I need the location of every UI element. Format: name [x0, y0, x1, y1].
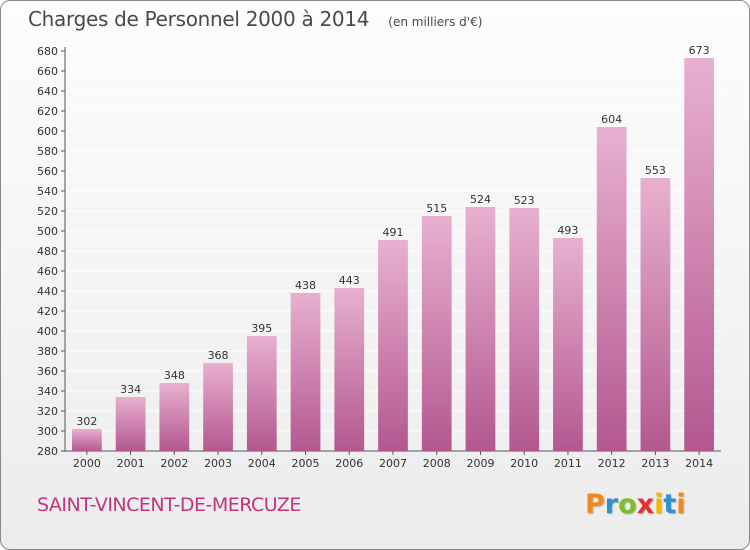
x-tick-label: 2005 [292, 457, 320, 470]
data-label: 524 [470, 193, 491, 206]
y-tick-label: 440 [37, 285, 58, 298]
x-tick-label: 2013 [641, 457, 669, 470]
y-tick-label: 500 [37, 225, 58, 238]
y-tick-label: 620 [37, 105, 58, 118]
y-tick-label: 460 [37, 265, 58, 278]
bar [246, 336, 277, 451]
y-tick-label: 320 [37, 405, 58, 418]
logo-letter: t [663, 489, 677, 520]
chart-unit: (en milliers d'€) [388, 15, 483, 29]
logo-letter: i [654, 489, 664, 520]
bar [421, 216, 452, 451]
data-label: 673 [689, 44, 710, 57]
y-tick-label: 680 [37, 45, 58, 58]
bar [203, 363, 233, 451]
y-tick-label: 280 [37, 445, 58, 458]
bar [640, 178, 671, 451]
bar [465, 207, 496, 451]
x-tick-label: 2000 [73, 457, 101, 470]
data-label: 395 [251, 322, 272, 335]
y-tick-label: 640 [37, 85, 58, 98]
bar [553, 238, 583, 451]
x-tick-label: 2006 [335, 457, 363, 470]
data-label: 515 [426, 202, 447, 215]
data-label: 604 [601, 113, 622, 126]
logo-letter: r [604, 489, 619, 520]
bars [71, 58, 715, 451]
data-label: 523 [514, 194, 535, 207]
data-label: 493 [557, 224, 578, 237]
chart-title: Charges de Personnel 2000 à 2014 [28, 7, 370, 31]
commune-name: SAINT-VINCENT-DE-MERCUZE [37, 494, 301, 516]
x-tick-label: 2014 [685, 457, 713, 470]
x-tick-label: 2010 [510, 457, 538, 470]
x-tick-label: 2003 [204, 457, 232, 470]
bar [509, 208, 540, 451]
y-tick-label: 520 [37, 205, 58, 218]
y-tick-label: 580 [37, 145, 58, 158]
x-tick-label: 2001 [117, 457, 145, 470]
y-tick-label: 660 [37, 65, 58, 78]
logo-letter: o [618, 489, 637, 520]
x-tick-label: 2002 [160, 457, 188, 470]
y-tick-label: 560 [37, 165, 58, 178]
bar [159, 383, 190, 451]
x-tick-label: 2011 [554, 457, 582, 470]
y-tick-label: 400 [37, 325, 58, 338]
data-label: 491 [383, 226, 404, 239]
y-tick-label: 340 [37, 385, 58, 398]
x-tick-label: 2012 [598, 457, 626, 470]
data-label: 348 [164, 369, 185, 382]
logo-letter: P [585, 489, 605, 520]
bar [115, 397, 146, 451]
y-tick-label: 380 [37, 345, 58, 358]
bar [334, 288, 365, 451]
bar [378, 240, 408, 451]
data-label: 438 [295, 279, 316, 292]
proxiti-logo: Proxiti [585, 489, 686, 520]
bar [71, 429, 102, 451]
data-label: 368 [208, 349, 229, 362]
title-row: Charges de Personnel 2000 à 2014 (en mil… [28, 7, 482, 31]
y-tick-label: 480 [37, 245, 58, 258]
y-tick-label: 420 [37, 305, 58, 318]
bar [684, 58, 715, 451]
labels: 2000 302 2001 334 2002 348 2003 368 2004 395 2005 4… [73, 44, 713, 470]
bar [290, 293, 321, 451]
x-tick-label: 2004 [248, 457, 276, 470]
y-tick-label: 540 [37, 185, 58, 198]
y-tick-label: 300 [37, 425, 58, 438]
x-tick-label: 2008 [423, 457, 451, 470]
x-tick-label: 2009 [466, 457, 494, 470]
y-tick-label: 600 [37, 125, 58, 138]
x-tick-label: 2007 [379, 457, 407, 470]
data-label: 443 [339, 274, 360, 287]
y-tick-label: 360 [37, 365, 58, 378]
logo-letter: i [676, 489, 686, 520]
data-label: 334 [120, 383, 141, 396]
data-label: 302 [76, 415, 97, 428]
data-label: 553 [645, 164, 666, 177]
bar [596, 127, 627, 451]
logo-letter: x [636, 489, 655, 520]
